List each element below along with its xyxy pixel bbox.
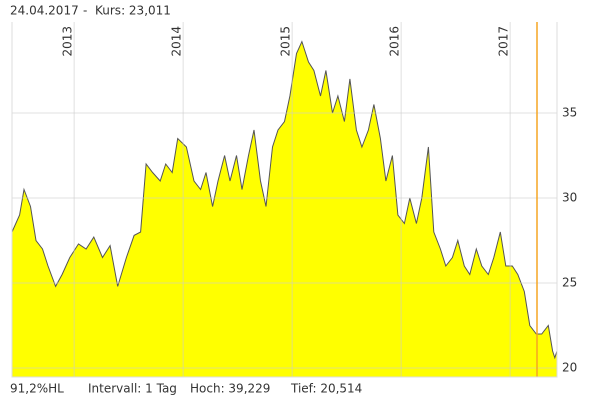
y-tick-label: 35	[562, 105, 577, 119]
header-date: 24.04.2017	[10, 4, 79, 18]
y-tick-label: 25	[562, 275, 577, 289]
x-tick-label: 2017	[497, 26, 511, 57]
x-tick-label: 2016	[388, 26, 402, 57]
header-separator: -	[83, 4, 87, 18]
y-tick-label: 20	[562, 360, 577, 374]
x-tick-label: 2013	[61, 26, 75, 57]
footer-high: Hoch: 39,229	[190, 382, 270, 396]
price-line	[11, 40, 558, 360]
area	[12, 41, 557, 377]
x-tick-label: 2014	[170, 26, 184, 57]
x-tick-label: 2015	[279, 26, 293, 57]
plot-border	[11, 22, 558, 378]
footer-interval: Intervall: 1 Tag	[88, 382, 177, 396]
header-price: Kurs: 23,011	[95, 4, 171, 18]
footer-range: 91,2%HL	[10, 382, 64, 396]
y-tick-label: 30	[562, 190, 577, 204]
footer-low: Tief: 20,514	[290, 382, 362, 396]
